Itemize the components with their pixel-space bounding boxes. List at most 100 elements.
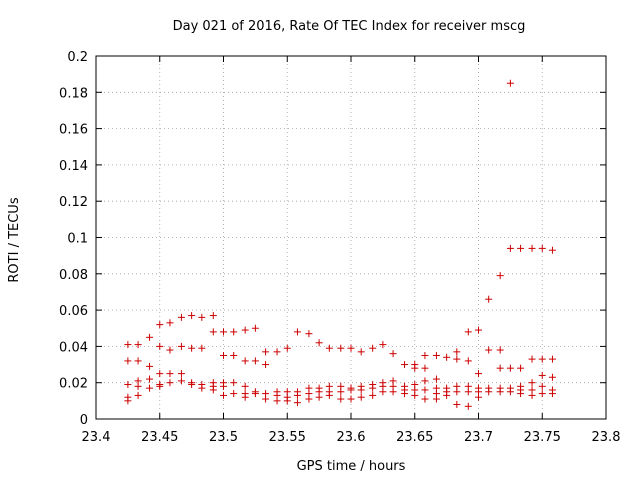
data-point [230,328,238,336]
data-point [134,391,142,399]
data-point [156,370,164,378]
data-point [262,361,270,369]
data-point [528,391,536,399]
data-point [156,342,164,350]
x-tick-label: 23.75 [524,430,561,445]
data-point [421,364,429,372]
data-point [124,381,132,389]
data-point [177,313,185,321]
y-tick-label: 0.12 [59,195,88,210]
data-point [496,388,504,396]
data-point [146,375,154,383]
data-point [464,357,472,365]
data-point [273,348,281,356]
data-point [475,370,482,378]
data-point [134,341,142,349]
x-tick-label: 23.7 [464,430,493,445]
data-point [538,355,546,363]
data-point [453,400,461,408]
data-point [548,390,556,398]
data-point [325,344,333,352]
y-tick-label: 0.2 [67,50,88,65]
y-tick-label: 0.18 [59,86,88,101]
data-points [124,79,556,410]
data-point [506,364,514,372]
data-point [528,244,536,252]
x-tick-label: 23.45 [141,430,178,445]
data-point [166,370,174,378]
data-point [453,348,461,356]
x-tick-label: 23.5 [209,430,238,445]
data-point [230,390,238,398]
y-tick-label: 0.1 [67,232,88,247]
data-point [357,348,365,356]
x-tick-label: 23.6 [337,430,366,445]
data-point [273,397,281,405]
x-axis-label: GPS time / hours [297,459,406,474]
x-tick-label: 23.65 [396,430,433,445]
data-point [146,384,154,392]
data-point [220,328,227,336]
data-point [188,381,196,389]
data-point [146,362,154,370]
data-point [188,312,196,320]
data-point [166,319,174,327]
data-point [464,402,472,410]
data-point [506,388,514,396]
data-point [517,390,525,398]
data-point [411,364,419,372]
data-point [528,379,536,387]
data-point [485,346,493,354]
y-tick-label: 0.08 [59,268,88,283]
data-point [220,382,227,390]
data-point [315,339,323,347]
data-point [401,361,409,369]
data-point [485,388,493,396]
data-point [357,386,365,394]
data-point [453,388,461,396]
x-tick-label: 23.4 [82,430,111,445]
data-point [124,397,132,405]
data-point [475,326,482,334]
data-point [548,373,556,381]
data-point [198,344,206,352]
y-tick-label: 0.02 [59,377,88,392]
data-point [421,386,429,394]
data-point [401,390,409,398]
data-point [251,357,259,365]
data-point [453,355,461,363]
data-point [379,341,387,349]
data-point [315,393,323,401]
axis-ticks: 23.4 23.45 23.5 23.55 23.6 23.65 23.7 23.75 23.8… [59,50,620,445]
data-point [262,395,270,403]
y-axis-label: ROTI / TECUs [7,197,22,282]
data-point [464,328,472,336]
data-point [411,391,419,399]
data-point [337,395,345,403]
y-tick-label: 0.04 [59,340,88,355]
data-point [293,328,301,336]
y-tick-label: 0.16 [59,123,88,138]
data-point [146,333,154,341]
chart-title: Day 021 of 2016, Rate Of TEC Index for r… [173,19,526,34]
data-point [538,371,546,379]
data-point [517,364,525,372]
data-point [496,272,504,280]
data-point [337,344,345,352]
data-point [538,390,546,398]
data-point [241,326,249,334]
data-point [166,379,174,387]
data-point [369,391,377,399]
data-point [548,355,556,363]
data-point [496,364,504,372]
data-point [389,388,397,396]
data-point [241,393,249,401]
data-point [538,382,546,390]
data-point [421,395,429,403]
data-point [379,388,387,396]
data-point [337,388,345,396]
data-point [548,246,556,254]
data-point [230,379,238,387]
data-point [369,344,377,352]
data-point [220,351,227,359]
